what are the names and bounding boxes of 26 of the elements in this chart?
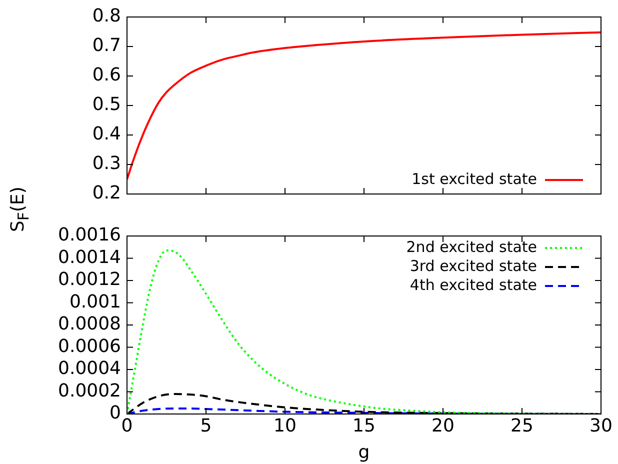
legend-label: 1st excited state: [412, 170, 537, 188]
y-tick-label: 0.0008: [58, 314, 121, 335]
x-tick-label: 20: [432, 415, 454, 436]
y-tick-label: 0.0004: [58, 358, 121, 380]
y-tick-label: 0.2: [92, 182, 121, 204]
x-axis-title: g: [358, 442, 370, 463]
x-tick-label: 10: [274, 415, 296, 436]
y-tick-label: 0.6: [92, 64, 121, 86]
y-tick-label: 0.0002: [58, 380, 121, 402]
x-tick-label: 30: [590, 415, 612, 436]
x-tick-label: 25: [510, 415, 534, 436]
x-tick-label: 15: [352, 415, 376, 436]
y-tick-label: 0.001: [69, 291, 121, 312]
y-tick-label: 0.5: [92, 94, 121, 116]
y-tick-label: 0.4: [92, 124, 121, 145]
x-tick-label: 5: [200, 415, 212, 436]
y-tick-label: 0.0014: [58, 246, 121, 268]
legend-label: 2nd excited state: [406, 238, 537, 256]
y-tick-label: 0.8: [92, 6, 121, 27]
y-tick-label: 0.0006: [58, 336, 121, 357]
legend-label: 4th excited state: [410, 276, 537, 294]
y-tick-label: 0.0016: [58, 224, 121, 246]
y-tick-label: 0.7: [92, 35, 121, 56]
y-tick-label: 0.0012: [58, 269, 121, 290]
legend-label: 3rd excited state: [410, 256, 537, 275]
y-tick-label: 0.3: [92, 153, 121, 174]
